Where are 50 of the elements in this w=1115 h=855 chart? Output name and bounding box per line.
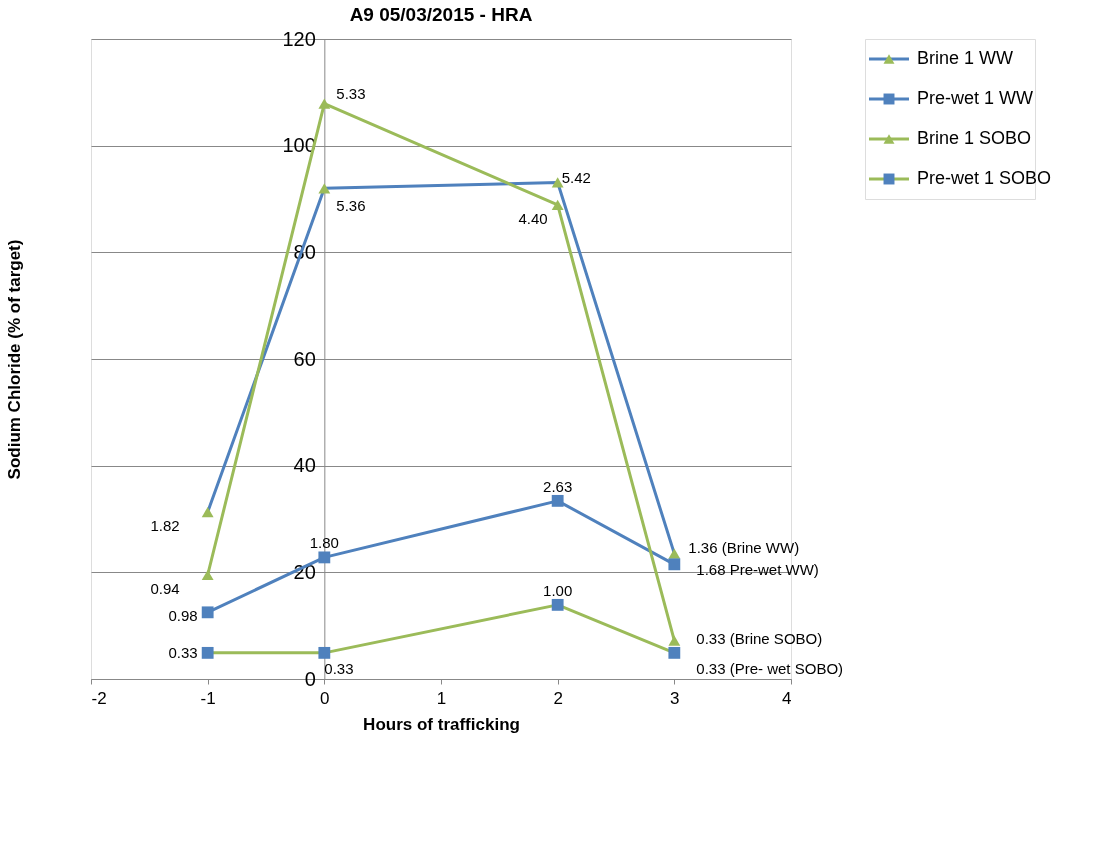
- point: [201, 606, 214, 619]
- legend-label: Brine 1 WW: [917, 48, 1014, 68]
- annotation: 1.36 (Brine WW): [688, 538, 800, 556]
- x-tick-label: -1: [200, 688, 216, 708]
- y-tick-label: 60: [293, 347, 316, 370]
- chart-title: A9 05/03/2015 - HRA: [349, 4, 533, 25]
- legend-label: Brine 1 SOBO: [917, 128, 1032, 148]
- annotation: 5.36: [336, 197, 366, 215]
- annotation: 0.94: [150, 580, 180, 597]
- x-tick-label: -2: [91, 688, 107, 708]
- legend-label: Pre-wet 1 SOBO: [917, 168, 1052, 188]
- point: [201, 646, 214, 659]
- annotation: 1.80: [309, 534, 339, 552]
- annotation: 5.42: [561, 169, 591, 187]
- x-tick-label: 0: [320, 688, 330, 708]
- point: [318, 646, 331, 659]
- point: [201, 569, 214, 581]
- y-tick-label: 120: [282, 27, 316, 50]
- y-axis-title: Sodium Chloride (% of target): [5, 239, 25, 480]
- annotation: 5.33: [336, 84, 366, 102]
- point: [551, 598, 564, 611]
- annotation: 0.33 (Brine SOBO): [696, 629, 823, 647]
- point: [318, 183, 331, 194]
- annotation: 2.63: [543, 477, 573, 495]
- point: [318, 98, 331, 109]
- annotation: 1.68 Pre-wet WW): [696, 561, 819, 579]
- annotation: 0.33: [168, 643, 198, 661]
- point: [668, 635, 681, 646]
- point: [668, 646, 681, 659]
- legend-label: Pre-wet 1 WW: [917, 88, 1034, 108]
- point: [551, 199, 564, 210]
- y-tick-label: 40: [293, 454, 316, 477]
- y-tick-label: 20: [293, 560, 316, 583]
- y-tick-label: 0: [304, 667, 316, 690]
- x-tick-label: 4: [782, 688, 792, 708]
- x-tick-label: 2: [553, 688, 563, 708]
- point: [668, 558, 681, 571]
- x-axis-title: Hours of trafficking: [363, 714, 520, 734]
- annotation: 0.33 (Pre- wet SOBO): [696, 659, 844, 677]
- point: [551, 177, 564, 188]
- annotation: 4.40: [518, 209, 548, 227]
- point: [318, 551, 331, 564]
- annotation: 0.33: [324, 659, 354, 677]
- x-tick-label: 1: [436, 688, 447, 708]
- point: [201, 506, 214, 518]
- annotation: 0.98: [168, 607, 198, 625]
- x-tick-label: 3: [670, 688, 680, 708]
- point: [551, 494, 564, 507]
- annotation: 1.00: [543, 581, 573, 599]
- annotation: 1.82: [150, 517, 180, 535]
